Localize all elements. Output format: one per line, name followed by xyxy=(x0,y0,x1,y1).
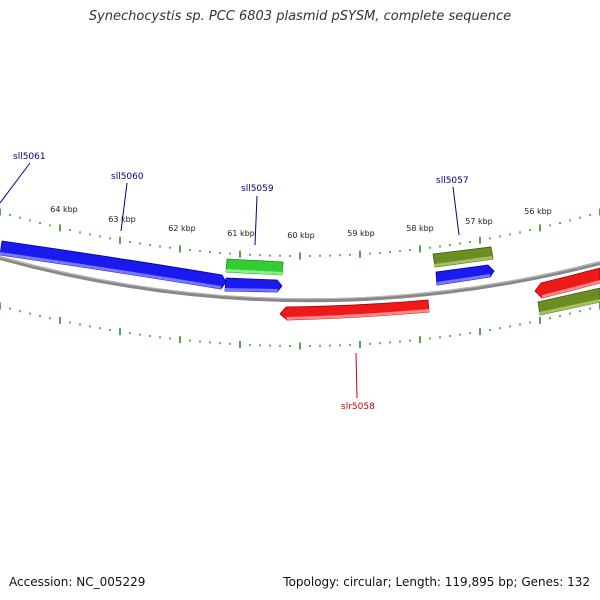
outer-scale xyxy=(0,208,600,260)
tick-label: 56 kbp xyxy=(524,207,552,216)
gene-label-slr5058[interactable]: slr5058 xyxy=(341,402,375,412)
gene-arrow-sll5060[interactable] xyxy=(0,240,227,290)
backbone-arc xyxy=(0,256,600,303)
gene-label-sll5060[interactable]: sll5060 xyxy=(111,172,144,182)
tick-label: 61 kbp xyxy=(227,229,255,238)
gene-label-leaders xyxy=(0,162,460,399)
gene-label-sll5059[interactable]: sll5059 xyxy=(241,184,274,194)
tick-label: 60 kbp xyxy=(287,231,315,240)
gene-labels: sll5061 sll5060 sll5059 slr5058 sll5057 xyxy=(13,152,469,412)
gene-features xyxy=(0,240,600,321)
accession-text: Accession: NC_005229 xyxy=(9,575,146,589)
gene-label-sll5057[interactable]: sll5057 xyxy=(436,176,469,186)
gene-label-sll5061[interactable]: sll5061 xyxy=(13,152,46,162)
tick-label: 64 kbp xyxy=(50,205,78,214)
tick-label: 62 kbp xyxy=(168,224,196,233)
map-title: Synechocystis sp. PCC 6803 plasmid pSYSM… xyxy=(88,9,512,24)
gene-cog-right-olive[interactable] xyxy=(537,287,600,316)
topology-summary: Topology: circular; Length: 119,895 bp; … xyxy=(283,575,590,589)
inner-scale xyxy=(0,302,600,350)
tick-label: 57 kbp xyxy=(465,217,493,226)
tick-label: 58 kbp xyxy=(406,224,434,233)
tick-label: 59 kbp xyxy=(347,229,375,238)
